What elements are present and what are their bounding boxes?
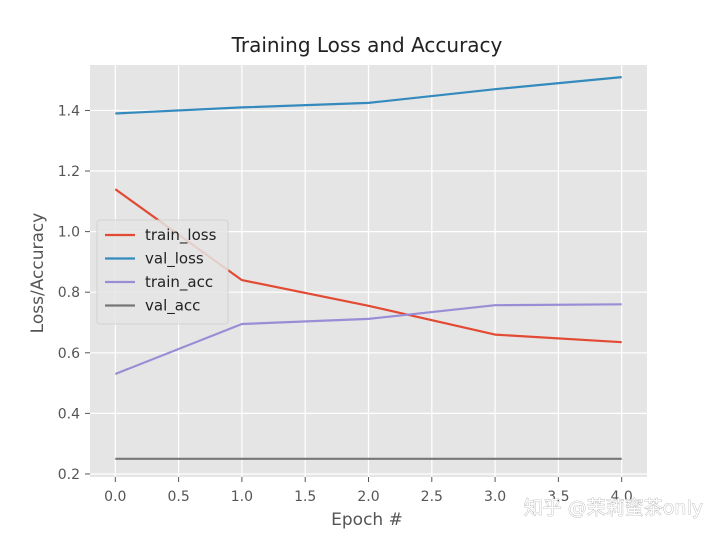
legend-label: val_loss <box>145 250 204 269</box>
y-tick-label: 1.0 <box>58 225 80 241</box>
x-tick-label: 3.0 <box>484 489 506 505</box>
legend-label: val_acc <box>145 297 200 316</box>
x-tick-label: 0.5 <box>167 489 189 505</box>
legend: train_loss val_loss train_acc val_acc <box>96 219 229 325</box>
x-tick-label: 1.5 <box>294 489 316 505</box>
grid-lines <box>90 65 647 477</box>
legend-label: train_loss <box>145 226 217 245</box>
y-tick-label: 1.4 <box>58 103 80 119</box>
y-tick-label: 1.2 <box>58 164 80 180</box>
legend-label: train_acc <box>145 273 213 292</box>
x-tick-label: 4.0 <box>611 489 633 505</box>
series-line-val-loss <box>115 76 622 115</box>
y-tick-label: 0.4 <box>58 406 80 422</box>
chart-title: Training Loss and Accuracy <box>231 33 503 57</box>
x-axis-ticks: 0.0 0.5 1.0 1.5 2.0 2.5 3.0 3.5 4.0 <box>104 477 633 505</box>
x-tick-label: 2.0 <box>357 489 379 505</box>
x-tick-label: 0.0 <box>104 489 126 505</box>
series-lines <box>114 76 622 460</box>
x-axis-label: Epoch # <box>331 510 403 530</box>
x-tick-label: 2.5 <box>421 489 443 505</box>
y-axis-ticks: 0.2 0.4 0.6 0.8 1.0 1.2 1.4 <box>58 103 90 483</box>
y-tick-label: 0.8 <box>58 285 80 301</box>
x-tick-label: 1.0 <box>231 489 253 505</box>
y-tick-label: 0.6 <box>58 346 80 362</box>
y-axis-label: Loss/Accuracy <box>28 213 48 334</box>
legend-box <box>96 219 229 325</box>
watermark: 知乎 @茉莉蜜茶only <box>524 497 703 519</box>
x-tick-label: 3.5 <box>547 489 569 505</box>
y-tick-label: 0.2 <box>58 467 80 483</box>
series-line-train-acc <box>114 303 622 376</box>
